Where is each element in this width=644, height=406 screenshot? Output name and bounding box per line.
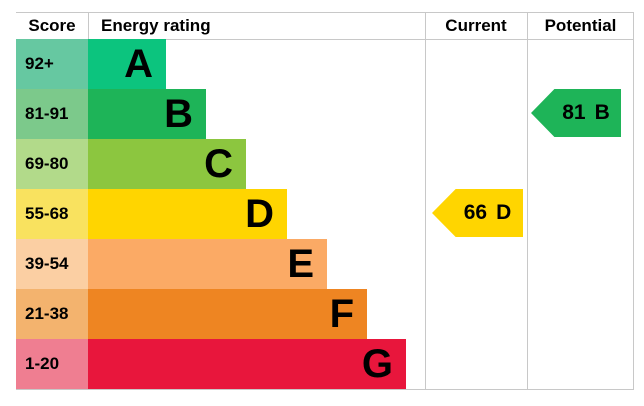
current-column-divider [425, 12, 426, 390]
header-current: Current [445, 16, 507, 35]
epc-table: Score Energy rating Current Potential 92… [16, 12, 634, 390]
header-potential: Potential [544, 16, 617, 35]
band-row-d: 55-68 D [16, 189, 406, 239]
band-bar: C [88, 139, 246, 189]
band-bar: A [88, 39, 166, 89]
score-column-divider [88, 12, 89, 39]
band-row-a: 92+ A [16, 39, 406, 89]
potential-rating-letter: B [594, 101, 610, 124]
band-row-e: 39-54 E [16, 239, 406, 289]
current-score-value: 66 [463, 201, 488, 224]
band-score-range: 69-80 [16, 139, 88, 189]
potential-rating-arrow: 81 B [531, 89, 621, 137]
band-row-b: 81-91 B [16, 89, 406, 139]
band-score-range: 81-91 [16, 89, 88, 139]
band-score-range: 92+ [16, 39, 88, 89]
potential-score-value: 81 [562, 101, 586, 124]
band-row-g: 1-20 G [16, 339, 406, 389]
current-rating-letter: D [496, 201, 512, 224]
header-score: Score [28, 16, 76, 35]
band-row-c: 69-80 C [16, 139, 406, 189]
potential-column-divider [527, 12, 528, 390]
band-bar: G [88, 339, 406, 389]
table-header: Score Energy rating Current Potential [16, 13, 634, 39]
band-bar: B [88, 89, 206, 139]
band-row-f: 21-38 F [16, 289, 406, 339]
table-bottom-border [16, 389, 634, 390]
header-bottom-border [16, 39, 634, 40]
band-score-range: 39-54 [16, 239, 88, 289]
rating-bands: 92+ A 81-91 B 69-80 C 55-68 D 39-54 E 21… [16, 39, 406, 389]
band-bar: F [88, 289, 367, 339]
current-rating-arrow: 66 D [432, 189, 523, 237]
band-bar: D [88, 189, 287, 239]
header-energy-rating: Energy rating [101, 16, 211, 35]
band-bar: E [88, 239, 327, 289]
table-right-border [633, 12, 634, 390]
band-score-range: 55-68 [16, 189, 88, 239]
table-top-border [16, 12, 634, 13]
band-score-range: 1-20 [16, 339, 88, 389]
band-score-range: 21-38 [16, 289, 88, 339]
